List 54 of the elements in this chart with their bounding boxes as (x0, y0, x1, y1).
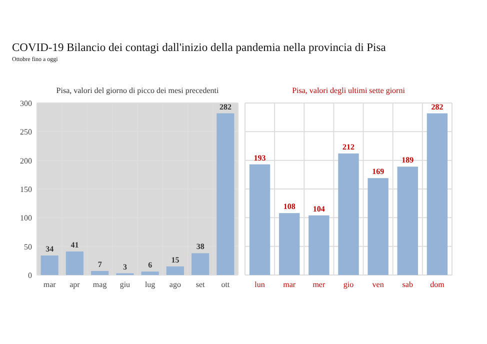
bar (91, 270, 109, 275)
data-label: 169 (372, 167, 384, 176)
x-tick-label: apr (70, 280, 80, 289)
chart-title: Pisa, valori degli ultimi sette giorni (292, 86, 406, 95)
bar (338, 153, 359, 275)
bar (426, 113, 448, 275)
bar (192, 253, 210, 275)
data-label: 34 (46, 244, 54, 254)
x-tick-label: gio (343, 280, 354, 289)
y-tick-label: 200 (20, 156, 32, 166)
bar (368, 178, 388, 275)
y-tick-label: 250 (20, 128, 32, 137)
y-tick-label: 50 (24, 242, 32, 252)
data-label: 212 (342, 142, 354, 152)
data-label: 189 (402, 156, 414, 165)
data-label: 104 (312, 204, 325, 214)
data-label: 282 (219, 102, 232, 112)
data-label: 6 (148, 260, 152, 270)
bar (66, 251, 84, 275)
data-label: 282 (431, 102, 444, 112)
x-tick-label: mar (283, 280, 296, 289)
x-tick-label: dom (430, 280, 446, 289)
data-label: 41 (70, 240, 79, 250)
data-label: 15 (171, 255, 180, 264)
data-label: 38 (196, 242, 204, 252)
y-tick-label: 300 (20, 99, 32, 108)
bar (397, 166, 418, 275)
data-label: 193 (254, 153, 266, 162)
y-tick-label: 100 (20, 214, 32, 223)
data-label: 3 (122, 262, 127, 272)
data-label: 108 (283, 202, 296, 212)
bar (249, 164, 270, 275)
x-tick-label: giu (120, 280, 130, 289)
bar (166, 266, 184, 275)
data-label: 7 (98, 260, 102, 269)
x-tick-label: mag (92, 280, 107, 289)
chart-title: Pisa, valori del giorno di picco dei mesi precedenti (56, 86, 220, 95)
y-tick-label: 0 (28, 271, 32, 280)
bar (40, 256, 58, 275)
bar (216, 113, 234, 275)
x-tick-label: ago (169, 280, 181, 289)
y-tick-label: 150 (20, 185, 32, 194)
bar (308, 215, 330, 275)
x-tick-label: set (196, 280, 206, 289)
x-tick-label: lug (144, 280, 156, 289)
x-tick-label: ven (372, 280, 384, 289)
x-tick-label: mer (312, 280, 326, 289)
bar (141, 272, 159, 275)
x-tick-label: mar (43, 280, 56, 289)
text: COVID-19 Bilancio dei contagi dall'inizio della pandemia nella provincia di Pisa (12, 42, 386, 54)
x-tick-label: sab (402, 280, 413, 289)
x-tick-label: ott (221, 280, 230, 289)
bar (279, 213, 300, 275)
x-tick-label: lun (254, 280, 265, 289)
